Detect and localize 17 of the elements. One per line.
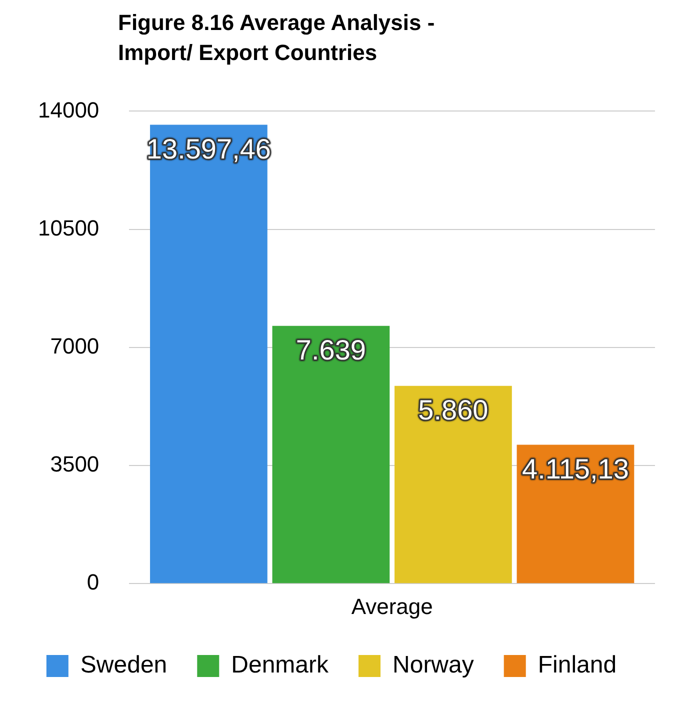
data-label: 7.639 xyxy=(296,334,366,366)
y-tick-label: 10500 xyxy=(38,215,100,240)
legend-label: Norway xyxy=(392,652,474,679)
y-tick-label: 14000 xyxy=(38,97,100,122)
chart-title: Figure 8.16 Average Analysis - Import/ Export Countries xyxy=(118,9,436,67)
legend-label: Denmark xyxy=(231,652,330,679)
y-tick-label: 0 xyxy=(86,570,100,595)
x-tick-label: Average xyxy=(351,594,433,619)
bar xyxy=(394,386,512,584)
bar xyxy=(272,326,390,584)
legend-label: Finland xyxy=(538,652,617,679)
bar xyxy=(516,444,634,584)
data-label: 4.115,13 xyxy=(522,453,629,484)
y-tick-label: 7000 xyxy=(50,333,100,358)
data-label: 5.860 xyxy=(418,394,488,426)
y-tick-label: 3500 xyxy=(50,452,100,477)
legend-label: Sweden xyxy=(80,652,168,679)
